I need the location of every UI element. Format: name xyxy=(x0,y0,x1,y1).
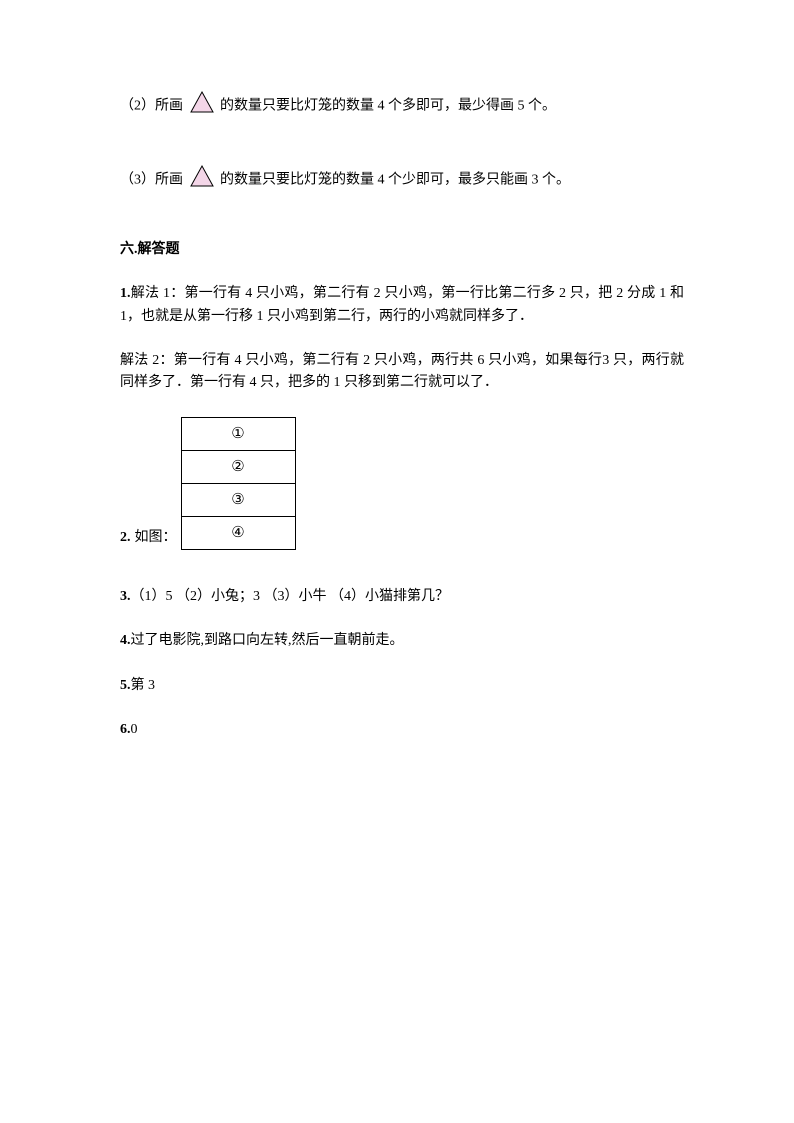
q3-line: 3.（1）5 （2）小兔；3 （3）小牛 （4）小猫排第几？ xyxy=(120,586,684,608)
q6-text: 0 xyxy=(131,722,138,737)
item-3-suffix: 的数量只要比灯笼的数量 4 个少即可，最多只能画 3 个。 xyxy=(220,173,570,188)
q4-prefix: 4. xyxy=(120,633,131,648)
q6-line: 6.0 xyxy=(120,719,684,741)
table-cell: ① xyxy=(181,417,295,450)
table-cell: ④ xyxy=(181,516,295,549)
table-row: ③ xyxy=(181,483,295,516)
q3-text: （1）5 （2）小兔；3 （3）小牛 （4）小猫排第几？ xyxy=(131,589,450,604)
stacked-table: ① ② ③ ④ xyxy=(181,417,296,550)
item-2-prefix: （2）所画 xyxy=(120,98,183,113)
table-row: ④ xyxy=(181,516,295,549)
q4-text: 过了电影院,到路口向左转,然后一直朝前走。 xyxy=(131,633,404,648)
q1-prefix: 1. xyxy=(120,286,131,301)
q2-label: 如图： xyxy=(135,527,177,549)
q1-method1: 1.解法 1：第一行有 4 只小鸡，第二行有 2 只小鸡，第一行比第二行多 2 … xyxy=(120,283,684,328)
item-3-prefix: （3）所画 xyxy=(120,173,183,188)
q6-prefix: 6. xyxy=(120,722,131,737)
item-2: （2）所画 的数量只要比灯笼的数量 4 个多即可，最少得画 5 个。 xyxy=(120,90,684,122)
q5-text: 第 3 xyxy=(131,678,156,693)
item-3: （3）所画 的数量只要比灯笼的数量 4 个少即可，最多只能画 3 个。 xyxy=(120,164,684,196)
q2-row: 2.如图： ① ② ③ ④ xyxy=(120,417,684,550)
q5-line: 5.第 3 xyxy=(120,675,684,697)
q1-method1-text: 解法 1：第一行有 4 只小鸡，第二行有 2 只小鸡，第一行比第二行多 2 只，… xyxy=(120,286,684,323)
table-row: ② xyxy=(181,450,295,483)
item-2-suffix: 的数量只要比灯笼的数量 4 个多即可，最少得画 5 个。 xyxy=(220,98,556,113)
table-row: ① xyxy=(181,417,295,450)
q5-prefix: 5. xyxy=(120,678,131,693)
q4-line: 4.过了电影院,到路口向左转,然后一直朝前走。 xyxy=(120,630,684,652)
table-cell: ② xyxy=(181,450,295,483)
q3-prefix: 3. xyxy=(120,589,131,604)
q1-method2: 解法 2：第一行有 4 只小鸡，第二行有 2 只小鸡，两行共 6 只小鸡，如果每… xyxy=(120,350,684,395)
triangle-icon xyxy=(189,164,215,196)
section-6-title: 六.解答题 xyxy=(120,239,684,261)
table-cell: ③ xyxy=(181,483,295,516)
q2-prefix: 2. xyxy=(120,527,131,549)
triangle-icon xyxy=(189,90,215,122)
